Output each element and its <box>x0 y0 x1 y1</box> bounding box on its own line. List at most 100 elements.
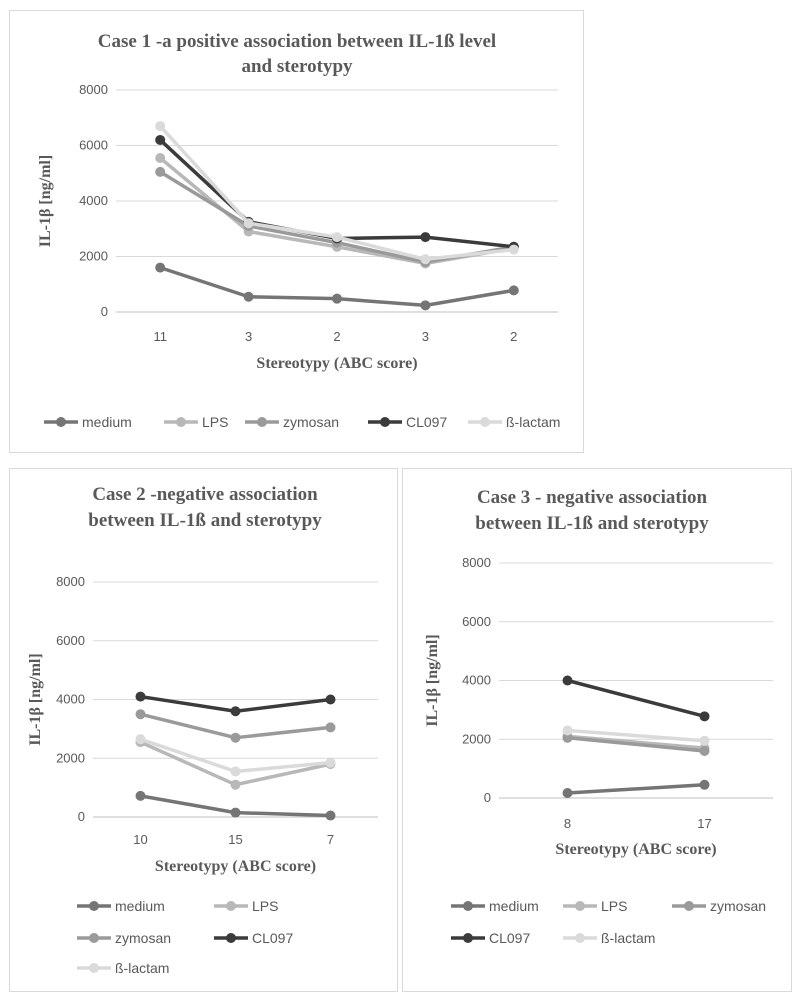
legend-item: LPS <box>164 414 228 430</box>
legend-label: zymosan <box>710 898 766 914</box>
data-point <box>135 790 146 801</box>
legend-item: medium <box>77 898 165 914</box>
legend-label: LPS <box>252 898 278 914</box>
series-line <box>158 138 516 249</box>
data-point <box>562 675 573 686</box>
series-line <box>565 678 707 719</box>
legend-swatch-marker <box>257 417 267 427</box>
data-point <box>508 285 519 296</box>
legend-item: ß-lactam <box>77 960 169 976</box>
data-point <box>562 725 573 736</box>
y-axis-title: IL-1β [ng/ml] <box>37 155 54 247</box>
series-line <box>565 728 707 743</box>
chart-title-line: between IL-1ß and sterotypy <box>475 513 709 534</box>
data-point <box>155 152 166 163</box>
legend-label: CL097 <box>489 930 530 946</box>
legend-swatch-marker <box>380 417 390 427</box>
legend-swatch-marker <box>176 417 186 427</box>
legend-swatch-marker <box>89 963 99 973</box>
series-zymosan <box>562 732 710 756</box>
y-tick-label: 8000 <box>56 574 85 589</box>
legend-item: CL097 <box>368 414 447 430</box>
data-point <box>135 709 146 720</box>
legend-item: medium <box>44 414 132 430</box>
legend-label: medium <box>489 898 539 914</box>
data-point <box>155 134 166 145</box>
legend-item: medium <box>451 898 539 914</box>
legend-item: LPS <box>563 898 627 914</box>
chart-title-line: between IL-1ß and sterotypy <box>88 510 322 531</box>
x-axis-title: Stereotypy (ABC score) <box>256 355 417 372</box>
x-tick-label: 10 <box>133 832 147 847</box>
data-point <box>243 218 254 229</box>
x-tick-label: 3 <box>245 329 252 344</box>
data-point <box>155 121 166 132</box>
series-line <box>565 783 707 795</box>
x-tick-label: 11 <box>153 329 167 344</box>
y-axis-title: IL-1β [ng/ml] <box>424 634 441 726</box>
data-point <box>325 757 336 768</box>
legend-swatch-marker <box>684 901 694 911</box>
y-tick-label: 2000 <box>56 750 85 765</box>
data-point <box>699 746 710 756</box>
legend-swatch-marker <box>89 933 99 943</box>
legend-item: zymosan <box>245 414 339 430</box>
series-medium <box>135 790 336 821</box>
legend-swatch-marker <box>226 901 236 911</box>
data-point <box>420 254 431 265</box>
legend-label: ß-lactam <box>506 414 560 430</box>
legend-label: CL097 <box>406 414 447 430</box>
data-point <box>699 711 710 722</box>
legend-swatch-marker <box>480 417 490 427</box>
data-point <box>230 779 241 790</box>
series-cl097 <box>562 675 710 722</box>
legend-label: LPS <box>202 414 228 430</box>
legend-item: zymosan <box>77 930 171 946</box>
chart-title-line: and sterotypy <box>241 56 353 77</box>
legend-label: medium <box>115 898 165 914</box>
series-lps <box>155 152 519 269</box>
legend-swatch-marker <box>226 933 236 943</box>
legend-item: zymosan <box>672 898 766 914</box>
x-tick-label: 15 <box>228 832 242 847</box>
data-point <box>420 300 431 311</box>
legend-item: CL097 <box>451 930 530 946</box>
x-tick-label: 8 <box>564 816 571 831</box>
data-point <box>230 807 241 818</box>
legend-item: CL097 <box>214 930 293 946</box>
data-point <box>562 732 573 743</box>
x-axis-title: Stereotypy (ABC score) <box>155 858 316 875</box>
data-point <box>325 810 336 821</box>
legend-swatch-marker <box>463 901 473 911</box>
data-point <box>699 779 710 790</box>
legend-label: ß-lactam <box>601 930 655 946</box>
y-tick-label: 2000 <box>462 731 491 746</box>
legend-swatch-marker <box>463 933 473 943</box>
legend-label: LPS <box>601 898 627 914</box>
legend-swatch-marker <box>575 933 585 943</box>
data-point <box>699 735 710 746</box>
data-point <box>562 788 573 799</box>
x-axis-title: Stereotypy (ABC score) <box>555 841 716 858</box>
y-tick-label: 2000 <box>79 249 108 264</box>
legend-swatch-marker <box>575 901 585 911</box>
y-tick-label: 0 <box>78 809 85 824</box>
legend-label: zymosan <box>283 414 339 430</box>
data-point <box>332 293 342 304</box>
data-point <box>420 232 431 243</box>
y-tick-label: 4000 <box>462 673 491 688</box>
legend-label: zymosan <box>115 930 171 946</box>
x-tick-label: 7 <box>327 832 334 847</box>
chart-title-line: Case 3 - negative association <box>477 487 708 508</box>
chart-case-2: Case 2 -negative association between IL-1… <box>27 484 378 976</box>
series-medium <box>155 262 519 311</box>
data-point <box>230 766 241 777</box>
x-tick-label: 2 <box>333 329 340 344</box>
chart-case-3: Case 3 - negative association between IL-… <box>424 487 773 946</box>
y-tick-label: 6000 <box>56 633 85 648</box>
series-cl097 <box>135 691 336 717</box>
data-point <box>243 291 254 302</box>
series--lactam <box>562 725 710 746</box>
chart-title: Case 3 - negative association between IL-… <box>475 487 709 534</box>
chart-title-line: Case 2 -negative association <box>92 484 318 505</box>
